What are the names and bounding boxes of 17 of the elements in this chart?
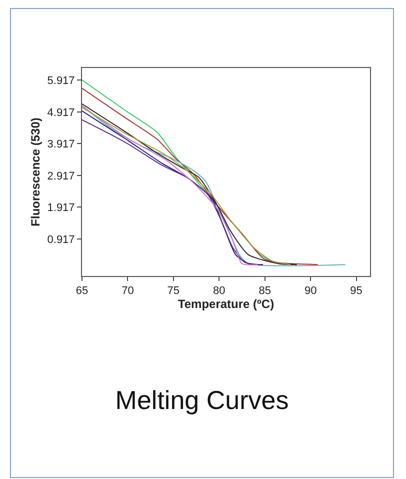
x-tick-label: 90 xyxy=(304,285,317,298)
x-tick-label: 95 xyxy=(350,285,362,298)
x-axis-title: Temperature (ºC) xyxy=(178,297,274,312)
x-tick-label: 65 xyxy=(76,285,88,298)
x-tick-label: 75 xyxy=(167,285,180,298)
y-axis-title: Fluorescence (530) xyxy=(28,118,43,226)
y-tick-label: 1.917 xyxy=(47,202,75,214)
y-tick-label: 3.917 xyxy=(47,138,75,151)
y-tick-label: 2.917 xyxy=(47,170,75,182)
x-tick-label: 80 xyxy=(213,285,226,298)
y-tick-label: 5.917 xyxy=(47,75,75,88)
y-tick-label: 0.917 xyxy=(47,234,75,246)
line-series xyxy=(82,105,346,266)
x-tick-label: 85 xyxy=(258,285,271,298)
y-tick-label: 4.917 xyxy=(47,106,75,119)
x-tick-label: 70 xyxy=(122,285,134,298)
text: Melting Curves xyxy=(114,385,290,416)
